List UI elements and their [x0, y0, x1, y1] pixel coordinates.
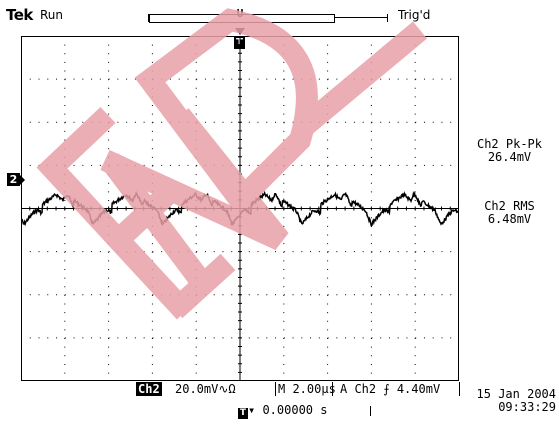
divider [332, 382, 333, 396]
divider [370, 406, 371, 416]
measurement-label: Ch2 Pk-Pk [476, 137, 543, 151]
date-text: 15 Jan 2004 [476, 387, 556, 401]
measurement-value: 26.4mV [487, 150, 532, 164]
measurement-rms: Ch2 RMS 6.48mV [462, 200, 557, 226]
volts-per-div: 20.0mV∿Ω [175, 382, 236, 396]
divider [275, 382, 276, 396]
time-text: 09:33:29 [498, 400, 556, 414]
measurement-label: Ch2 RMS [484, 199, 535, 213]
trigger-status: Trig'd [398, 8, 431, 22]
trigger-t-icon: T [238, 408, 248, 419]
timestamp: 15 Jan 2004 09:33:29 [466, 388, 556, 414]
brand-logo: Tek [6, 6, 33, 24]
trigger-arrow-icon [235, 28, 245, 35]
record-length-bar [148, 14, 388, 23]
channel-label[interactable]: Ch2 [136, 382, 162, 396]
coupling-icon: ∿Ω [218, 382, 236, 396]
timebase: M 2.00µs [278, 382, 336, 396]
graticule [21, 36, 459, 381]
run-status: Run [40, 8, 64, 22]
channel-2-marker-icon[interactable]: 2 [7, 173, 25, 186]
trigger-setting: A Ch2 ⨍ 4.40mV [340, 382, 441, 396]
measurement-pk-pk: Ch2 Pk-Pk 26.4mV [462, 138, 557, 164]
measurement-value: 6.48mV [487, 212, 532, 226]
bottom-status-bar: Ch2 20.0mV∿Ω M 2.00µs A Ch2 ⨍ 4.40mV [120, 382, 460, 396]
horizontal-position: T ▾ 0.00000 s [238, 403, 328, 419]
divider [459, 382, 460, 396]
top-status-bar: Tek Run U Trig'd [0, 0, 559, 36]
trigger-position-icon: U [236, 7, 244, 20]
